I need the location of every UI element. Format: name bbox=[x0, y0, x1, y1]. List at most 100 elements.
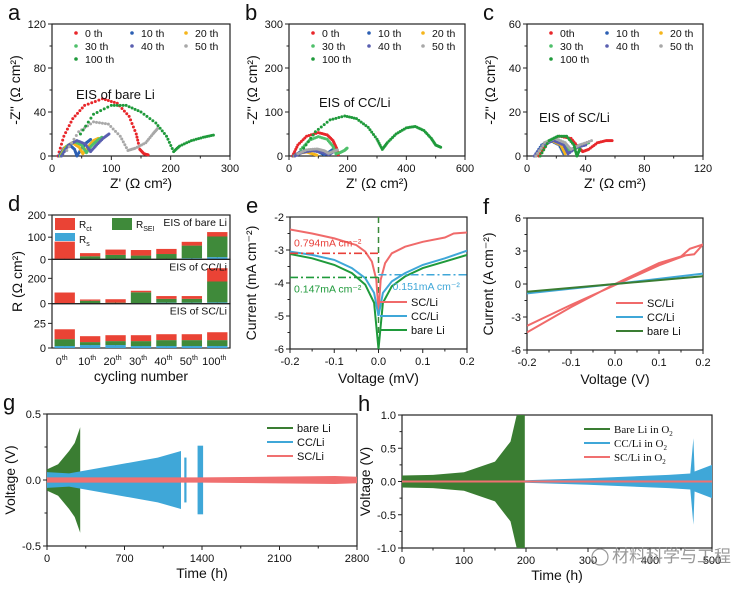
data-point bbox=[197, 137, 201, 141]
bar-Rct bbox=[105, 335, 126, 342]
data-point bbox=[194, 137, 198, 141]
x-tick-label: 200 bbox=[161, 163, 179, 175]
legend-marker bbox=[367, 31, 371, 35]
legend-label: SC/Li bbox=[411, 297, 438, 309]
legend-marker bbox=[659, 44, 663, 48]
data-point bbox=[90, 101, 94, 105]
y-tick-label: 0 bbox=[40, 299, 46, 311]
data-point bbox=[111, 127, 115, 131]
data-point bbox=[77, 130, 81, 134]
x-tick-label: 0 bbox=[44, 553, 50, 565]
data-point bbox=[136, 141, 140, 145]
legend-marker bbox=[74, 57, 78, 61]
category-suffix: th bbox=[221, 355, 227, 362]
category-number: 30 bbox=[129, 356, 141, 368]
data-point bbox=[180, 143, 184, 147]
data-point bbox=[62, 150, 66, 154]
data-point bbox=[370, 130, 374, 134]
bar-Rct bbox=[130, 250, 152, 256]
legend-label: SC/Li in O2 bbox=[614, 452, 666, 466]
y-tick-label: 1.0 bbox=[381, 410, 396, 422]
x-axis-label: Z' (Ω cm²) bbox=[584, 175, 646, 191]
x-axis-label: Voltage (mV) bbox=[338, 370, 419, 386]
legend-label: 30 th bbox=[560, 41, 584, 53]
x-axis-label: cycling number bbox=[94, 368, 188, 384]
data-point bbox=[103, 98, 107, 102]
bar-Rs bbox=[105, 345, 126, 348]
y-tick-label: -3 bbox=[511, 312, 521, 324]
data-point bbox=[67, 124, 71, 128]
x-tick-label: 30th bbox=[129, 355, 147, 368]
data-point bbox=[306, 140, 310, 144]
data-point bbox=[328, 118, 332, 122]
y-tick-label: 200 bbox=[28, 273, 46, 285]
panel-label: d bbox=[8, 191, 20, 216]
y-tick-label: -6 bbox=[274, 344, 284, 356]
legend-label: CC/Li bbox=[297, 437, 325, 449]
data-point bbox=[610, 139, 614, 143]
data-point bbox=[156, 124, 160, 128]
subplot-title: EIS of bare Li bbox=[163, 217, 227, 229]
legend-label: 10 th bbox=[616, 28, 640, 40]
x-tick-label: 10th bbox=[78, 355, 96, 368]
legend-marker bbox=[421, 31, 425, 35]
subplot-2: 0 25 EIS of SC/Li bbox=[34, 303, 231, 355]
bar-Rct bbox=[105, 249, 126, 255]
y-tick-label: 0.5 bbox=[26, 409, 41, 421]
series-100th bbox=[538, 134, 582, 158]
y-tick-label: 60 bbox=[509, 19, 521, 31]
y-tick-label: 120 bbox=[28, 19, 46, 31]
bar-RSEI bbox=[156, 298, 177, 303]
bar-Rct bbox=[54, 329, 75, 340]
legend-label: 100 th bbox=[85, 54, 114, 66]
data-point bbox=[334, 116, 338, 120]
data-point bbox=[109, 99, 113, 103]
legend-marker bbox=[549, 31, 553, 35]
y-tick-label: 0 bbox=[515, 151, 521, 163]
data-point bbox=[541, 143, 545, 147]
legend-label: 50 th bbox=[432, 41, 456, 53]
y-axis-label: Voltage (V) bbox=[357, 447, 373, 516]
x-tick-label: 100 bbox=[102, 163, 120, 175]
panel-label: a bbox=[8, 0, 21, 25]
legend-label: RSEI bbox=[136, 220, 155, 233]
legend-marker bbox=[130, 44, 134, 48]
legend-label: 20 th bbox=[432, 28, 456, 40]
series-100th bbox=[302, 114, 443, 151]
data-point bbox=[311, 133, 315, 137]
series-area-SCLiinO bbox=[402, 480, 712, 483]
bar-RSEI bbox=[207, 340, 228, 347]
data-point bbox=[585, 140, 589, 144]
panel-label: f bbox=[483, 194, 490, 219]
x-tick-label: 400 bbox=[397, 163, 415, 175]
annotation-label: 0.147mA cm⁻² bbox=[294, 283, 362, 295]
y-tick-label: -0.5 bbox=[22, 541, 41, 553]
series-area-SCLi bbox=[47, 476, 357, 484]
y-tick-label: -6 bbox=[511, 345, 521, 357]
x-tick-label: -0.2 bbox=[518, 357, 537, 369]
bar-Rct bbox=[54, 241, 75, 259]
category-number: 100 bbox=[202, 356, 220, 368]
data-point bbox=[69, 120, 73, 124]
series-line-bareLi bbox=[527, 275, 703, 293]
bar-RSEI bbox=[181, 245, 203, 259]
legend-base: CC/Li in O bbox=[614, 438, 664, 450]
legend-label: 0 th bbox=[322, 28, 340, 40]
bar-Rct bbox=[130, 290, 152, 293]
data-point bbox=[539, 146, 543, 150]
category-number: 20 bbox=[104, 356, 116, 368]
x-tick-label: 400 bbox=[641, 555, 659, 567]
data-point bbox=[130, 121, 134, 125]
bar-RSEI bbox=[156, 340, 177, 347]
data-point bbox=[578, 143, 582, 147]
x-axis-label: Voltage (V) bbox=[580, 371, 649, 387]
data-point bbox=[106, 99, 110, 103]
x-tick-label: 0.2 bbox=[459, 356, 474, 368]
data-point bbox=[95, 120, 98, 124]
data-point bbox=[115, 101, 119, 105]
data-point bbox=[78, 132, 82, 136]
data-point bbox=[92, 112, 96, 116]
legend-base: R bbox=[79, 220, 86, 231]
data-point bbox=[133, 128, 137, 132]
